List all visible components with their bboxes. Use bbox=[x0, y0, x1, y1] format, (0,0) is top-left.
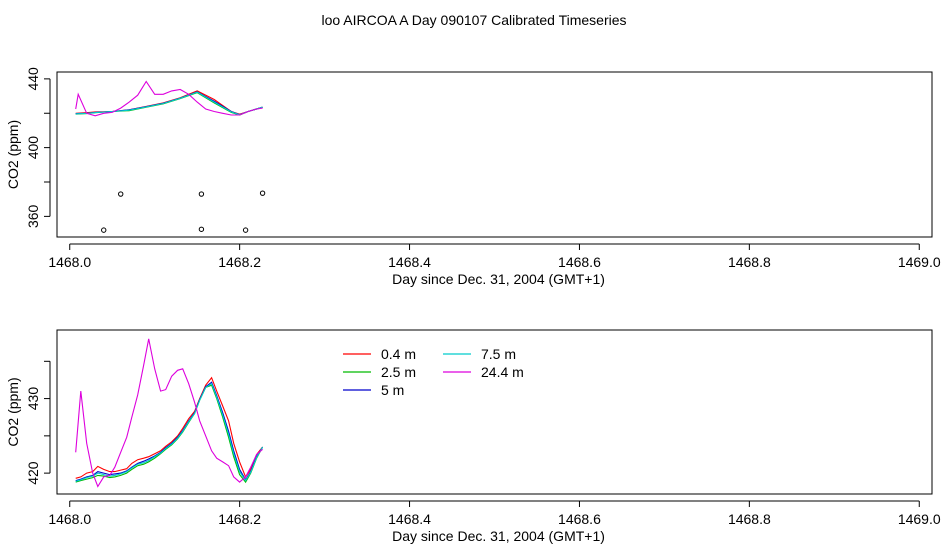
bottom-panel: 0.4 m2.5 m5 m7.5 m24.4 m 1468.0 1468.2 146… bbox=[5, 329, 941, 544]
x-tick-label: 1468.4 bbox=[388, 254, 431, 270]
legend-label: 2.5 m bbox=[381, 364, 416, 380]
y-tick-label: 400 bbox=[25, 136, 41, 160]
legend-label: 24.4 m bbox=[481, 364, 524, 380]
bottom-y-axis: 420 430 bbox=[25, 360, 51, 485]
top-series-line-4 bbox=[75, 80, 263, 117]
x-tick-label: 1468.6 bbox=[558, 511, 601, 527]
scatter-point bbox=[198, 226, 205, 232]
x-tick-label: 1468.0 bbox=[48, 511, 91, 527]
top-series-lines bbox=[75, 80, 263, 117]
bottom-series-line-4 bbox=[75, 338, 263, 488]
y-tick-label: 440 bbox=[25, 67, 41, 91]
figure-title: loo AIRCOA A Day 090107 Calibrated Times… bbox=[321, 12, 626, 28]
y-tick-label: 420 bbox=[25, 461, 41, 485]
x-tick-label: 1468.0 bbox=[48, 254, 91, 270]
top-points bbox=[101, 190, 266, 233]
x-tick-label: 1468.6 bbox=[558, 254, 601, 270]
y-tick-label: 360 bbox=[25, 204, 41, 228]
x-tick-label: 1468.8 bbox=[728, 511, 771, 527]
bottom-x-axis-label: Day since Dec. 31, 2004 (GMT+1) bbox=[392, 528, 605, 544]
top-panel: 1468.0 1468.2 1468.4 1468.6 1468.8 1469.0 360… bbox=[5, 67, 941, 287]
scatter-point bbox=[198, 191, 205, 197]
x-tick-label: 1469.0 bbox=[898, 254, 941, 270]
scatter-point bbox=[259, 190, 266, 196]
top-y-axis-label: CO2 (ppm) bbox=[5, 120, 21, 189]
bottom-y-axis-label: CO2 (ppm) bbox=[5, 377, 21, 446]
y-tick-label: 430 bbox=[25, 387, 41, 411]
bottom-series-line-3 bbox=[75, 382, 264, 482]
top-y-axis: 360 400 440 bbox=[25, 67, 51, 228]
legend: 0.4 m 2.5 m 5 m 7.5 m 24.4 m bbox=[343, 346, 524, 398]
top-x-axis-label: Day since Dec. 31, 2004 (GMT+1) bbox=[392, 271, 605, 287]
top-plot-frame bbox=[56, 71, 933, 238]
top-x-axis: 1468.0 1468.2 1468.4 1468.6 1468.8 1469.0 bbox=[48, 243, 941, 270]
x-tick-label: 1468.2 bbox=[218, 254, 261, 270]
bottom-series-line-1 bbox=[75, 384, 264, 484]
scatter-point bbox=[242, 227, 249, 233]
bottom-series-line-2 bbox=[75, 381, 264, 482]
bottom-plot-frame bbox=[56, 329, 933, 495]
x-tick-label: 1468.4 bbox=[388, 511, 431, 527]
bottom-series-lines bbox=[75, 338, 264, 488]
legend-label: 7.5 m bbox=[481, 346, 516, 362]
x-tick-label: 1468.2 bbox=[218, 511, 261, 527]
x-tick-label: 1469.0 bbox=[898, 511, 941, 527]
x-tick-label: 1468.8 bbox=[728, 254, 771, 270]
scatter-point bbox=[101, 227, 107, 233]
bottom-x-axis: 1468.0 1468.2 1468.4 1468.6 1468.8 1469.0 bbox=[48, 500, 941, 527]
scatter-point bbox=[118, 191, 124, 197]
bottom-series-line-0 bbox=[75, 376, 264, 479]
legend-label: 0.4 m bbox=[381, 346, 416, 362]
legend-label: 5 m bbox=[381, 382, 404, 398]
top-series-line-3 bbox=[75, 91, 263, 116]
